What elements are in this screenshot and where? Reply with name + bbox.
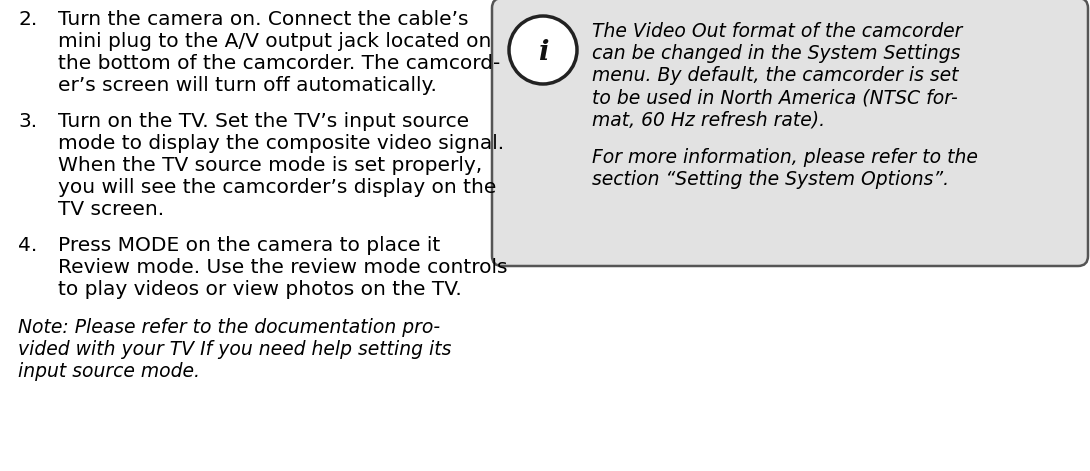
Text: er’s screen will turn off automatically.: er’s screen will turn off automatically. [58, 76, 437, 95]
Text: mat, 60 Hz refresh rate).: mat, 60 Hz refresh rate). [592, 110, 825, 129]
Text: mode to display the composite video signal.: mode to display the composite video sign… [58, 134, 504, 153]
Text: Review mode. Use the review mode controls: Review mode. Use the review mode control… [58, 258, 508, 277]
Text: 4.: 4. [19, 236, 37, 255]
Text: Turn the camera on. Connect the cable’s: Turn the camera on. Connect the cable’s [58, 10, 469, 29]
Text: 2.: 2. [19, 10, 37, 29]
Text: can be changed in the System Settings: can be changed in the System Settings [592, 44, 960, 63]
Ellipse shape [509, 16, 577, 84]
FancyBboxPatch shape [492, 0, 1088, 266]
Text: i: i [537, 39, 548, 65]
Text: TV screen.: TV screen. [58, 200, 165, 219]
Text: the bottom of the camcorder. The camcord-: the bottom of the camcorder. The camcord… [58, 54, 500, 73]
Text: vided with your TV If you need help setting its: vided with your TV If you need help sett… [19, 340, 451, 359]
Text: input source mode.: input source mode. [19, 362, 199, 381]
Text: Turn on the TV. Set the TV’s input source: Turn on the TV. Set the TV’s input sourc… [58, 112, 469, 131]
Text: When the TV source mode is set properly,: When the TV source mode is set properly, [58, 156, 482, 175]
Text: section “Setting the System Options”.: section “Setting the System Options”. [592, 170, 949, 189]
Text: For more information, please refer to the: For more information, please refer to th… [592, 148, 978, 167]
Text: to be used in North America (NTSC for-: to be used in North America (NTSC for- [592, 88, 958, 107]
Text: 3.: 3. [19, 112, 37, 131]
Text: you will see the camcorder’s display on the: you will see the camcorder’s display on … [58, 178, 496, 197]
Text: mini plug to the A/V output jack located on: mini plug to the A/V output jack located… [58, 32, 492, 51]
Text: The Video Out format of the camcorder: The Video Out format of the camcorder [592, 22, 962, 41]
Text: Note: Please refer to the documentation pro-: Note: Please refer to the documentation … [19, 318, 440, 337]
Text: menu. By default, the camcorder is set: menu. By default, the camcorder is set [592, 66, 958, 85]
Text: to play videos or view photos on the TV.: to play videos or view photos on the TV. [58, 280, 462, 299]
Text: Press MODE on the camera to place it: Press MODE on the camera to place it [58, 236, 440, 255]
